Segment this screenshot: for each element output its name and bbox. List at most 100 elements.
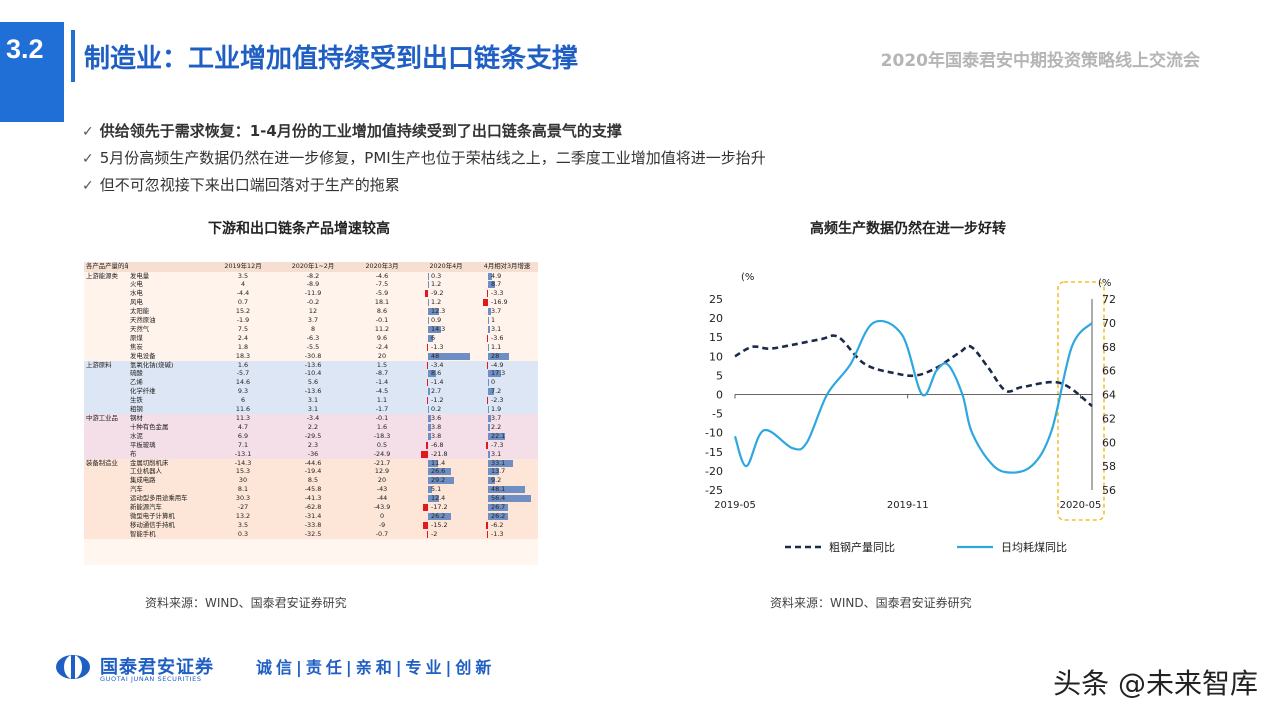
negative-bar xyxy=(486,441,488,449)
table-value-cell: -43.9 xyxy=(348,503,416,512)
table-group-cell xyxy=(84,307,128,317)
table-value-cell: 0.5 xyxy=(348,440,416,450)
bar-value-label: 3.8 xyxy=(431,431,442,440)
table-value-cell: -10.4 xyxy=(278,369,348,379)
table-item-cell: 天然原油 xyxy=(128,316,208,325)
table-item-cell: 太阳能 xyxy=(128,307,208,317)
table-header-cell: 2020年1~2月 xyxy=(278,262,348,272)
table-value-cell: -8.9 xyxy=(278,280,348,290)
table-bar-cell: 1.2 xyxy=(416,280,476,290)
table-value-cell: 18.3 xyxy=(208,351,278,361)
table-value-cell: -1.9 xyxy=(208,316,278,325)
table-value-cell: 0.3 xyxy=(208,529,278,539)
table-item-cell: 布 xyxy=(128,449,208,459)
positive-bar xyxy=(488,468,499,476)
table-item-cell: 发电设备 xyxy=(128,351,208,361)
table-value-cell: 9.3 xyxy=(208,387,278,397)
positive-bar xyxy=(428,317,429,325)
table-group-cell: 上游原料 xyxy=(84,360,128,370)
table-row: 硫酸 -5.7 -10.4 -8.7 8.6 17.3 xyxy=(84,369,538,379)
left-y-tick-label: 0 xyxy=(716,389,723,402)
brand-logo-icon xyxy=(56,655,90,679)
table-value-cell: 1.6 xyxy=(208,360,278,370)
table-value-cell: 14.6 xyxy=(208,378,278,388)
table-group-cell xyxy=(84,351,128,361)
table-value-cell: 1.1 xyxy=(348,396,416,406)
bar-value-label: 48 xyxy=(431,351,440,360)
bar-value-label: 12.3 xyxy=(431,307,446,316)
table-value-cell: 3.1 xyxy=(278,396,348,406)
table-bar-cell: 33.1 xyxy=(476,458,538,468)
table-bar-cell: 3.8 xyxy=(416,422,476,432)
table-bar-cell: 11.4 xyxy=(416,458,476,468)
negative-bar xyxy=(487,530,488,538)
table-item-cell: 发电量 xyxy=(128,271,208,281)
table-item-cell: 生铁 xyxy=(128,396,208,406)
table-row: 工业机器人 15.3 -19.4 12.9 26.6 13.7 xyxy=(84,467,538,477)
table-value-cell: -0.2 xyxy=(278,298,348,308)
table-item-cell: 粗钢 xyxy=(128,405,208,414)
table-row: 十种有色金属 4.7 2.2 1.6 3.8 2.2 xyxy=(84,422,538,432)
table-bar-cell: -1.4 xyxy=(416,378,476,388)
table-bar-cell: 48.1 xyxy=(476,485,538,495)
series-line-2 xyxy=(733,319,1093,474)
table-bar-cell: 9.2 xyxy=(476,476,538,486)
table-row: 粗钢 11.6 3.1 -1.7 0.2 1.9 xyxy=(84,405,538,414)
table-row: 生铁 6 3.1 1.1 -1.2 -2.3 xyxy=(84,396,538,406)
table-value-cell: 30 xyxy=(208,476,278,486)
positive-bar xyxy=(428,308,439,316)
bar-value-label: 22.1 xyxy=(491,431,506,440)
negative-bar xyxy=(427,379,428,387)
table-value-cell: -4.4 xyxy=(208,289,278,299)
table-value-cell: -62.8 xyxy=(278,503,348,512)
table-value-cell: 2.4 xyxy=(208,333,278,343)
positive-bar xyxy=(488,388,494,396)
table-value-cell: -6.3 xyxy=(278,333,348,343)
table-value-cell: -21.7 xyxy=(348,458,416,468)
bar-value-label: 26.6 xyxy=(431,467,446,476)
table-value-cell: -30.8 xyxy=(278,351,348,361)
event-title: 2020年国泰君安中期投资策略线上交流会 xyxy=(880,51,1200,71)
table-bar-cell: 0.9 xyxy=(416,316,476,325)
table-value-cell: -2.4 xyxy=(348,342,416,352)
table-value-cell: 11.6 xyxy=(208,405,278,414)
table-group-cell xyxy=(84,396,128,406)
table-row: 集成电路 30 8.5 20 29.2 9.2 xyxy=(84,476,538,486)
table-bar-cell: 6 xyxy=(416,333,476,343)
positive-bar xyxy=(428,370,436,378)
table-value-cell: 6.9 xyxy=(208,431,278,441)
table-item-cell: 智能手机 xyxy=(128,529,208,539)
table-group-cell: 上游能源类 xyxy=(84,271,128,281)
positive-bar xyxy=(428,432,432,440)
table-value-cell: -44 xyxy=(348,494,416,504)
table-group-cell xyxy=(84,378,128,388)
table-bar-cell: -2 xyxy=(416,529,476,539)
bar-value-label: -4.9 xyxy=(491,360,504,369)
table-value-cell: 20 xyxy=(348,476,416,486)
table-value-cell: 1.5 xyxy=(348,360,416,370)
positive-bar xyxy=(488,512,509,520)
title-accent-bar xyxy=(71,30,75,82)
bar-value-label: 4.9 xyxy=(491,271,502,280)
table-item-cell: 火电 xyxy=(128,280,208,290)
table-group-cell xyxy=(84,529,128,539)
table-item-cell: 十种有色金属 xyxy=(128,422,208,432)
table-group-cell xyxy=(84,369,128,379)
bar-value-label: 56.4 xyxy=(491,494,506,503)
table-value-cell: 6 xyxy=(208,396,278,406)
table-value-cell: -45.8 xyxy=(278,485,348,495)
table-item-cell: 乙烯 xyxy=(128,378,208,388)
positive-bar xyxy=(488,459,514,467)
table-bar-cell: 26.2 xyxy=(476,511,538,521)
bar-value-label: 12.4 xyxy=(431,494,446,503)
table-value-cell: -36 xyxy=(278,449,348,459)
table-bar-cell: 12.3 xyxy=(416,307,476,317)
table-value-cell: 30.3 xyxy=(208,494,278,504)
table-value-cell: 3.7 xyxy=(278,316,348,325)
positive-bar xyxy=(488,281,495,289)
table-row: 乙烯 14.6 5.6 -1.4 -1.4 0 xyxy=(84,378,538,388)
negative-bar xyxy=(487,397,488,405)
negative-bar xyxy=(427,530,428,538)
table-group-cell xyxy=(84,449,128,459)
bar-value-label: 7.2 xyxy=(491,387,502,396)
